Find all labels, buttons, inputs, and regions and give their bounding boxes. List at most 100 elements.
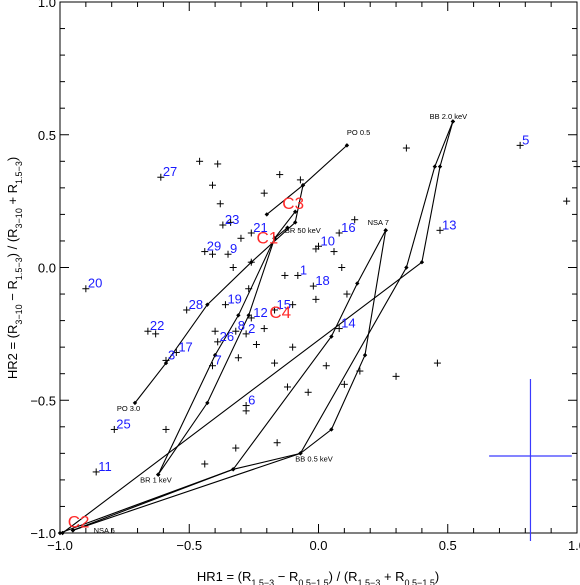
source-marker-13 xyxy=(436,226,444,234)
model-node xyxy=(212,352,218,358)
model-label-po-0-5: PO 0.5 xyxy=(347,128,370,137)
source-marker xyxy=(289,343,297,351)
source-marker xyxy=(433,359,441,367)
model-node xyxy=(432,164,438,169)
model-node xyxy=(246,313,251,318)
source-marker xyxy=(211,327,219,335)
source-marker-25 xyxy=(110,425,118,433)
source-marker xyxy=(283,383,291,391)
source-marker-3 xyxy=(162,356,170,364)
source-marker-28 xyxy=(183,306,191,314)
source-marker-8 xyxy=(232,327,240,335)
source-label-21: 21 xyxy=(253,220,267,235)
source-marker xyxy=(392,372,400,380)
source-marker xyxy=(304,388,312,396)
x-tick-label: −0.5 xyxy=(176,538,202,553)
source-label-2: 2 xyxy=(248,321,255,336)
model-node xyxy=(293,220,298,225)
y-tick-label: 1.0 xyxy=(38,0,56,10)
source-marker-16 xyxy=(335,229,343,237)
model-node xyxy=(236,313,241,318)
source-marker-17 xyxy=(172,348,180,356)
x-axis-label: HR1 = (R1.5−3 − R0.5−1.5) / (R1.5−3 + R0… xyxy=(197,569,439,585)
source-label-29: 29 xyxy=(207,239,221,254)
source-marker-23 xyxy=(219,221,227,229)
source-marker xyxy=(573,163,580,171)
y-axis-label: HR2 = (R3−10 − R1.5−3) / (R3−10 + R1.5−3… xyxy=(5,157,24,379)
model-node xyxy=(383,228,388,233)
source-marker-29 xyxy=(201,248,209,256)
source-marker-5 xyxy=(516,141,524,149)
model-node xyxy=(205,302,210,307)
x-tick-label: 0.5 xyxy=(439,538,457,553)
x-tick-label: −1.0 xyxy=(47,538,73,553)
model-line-po-0-5 xyxy=(266,144,348,215)
model-node xyxy=(355,281,360,286)
source-label-8: 8 xyxy=(238,318,245,333)
source-label-11: 11 xyxy=(98,459,112,474)
source-marker-7 xyxy=(209,362,217,370)
source-marker xyxy=(563,197,571,205)
source-marker-10 xyxy=(315,242,322,250)
model-label-br-1-kev: BR 1 keV xyxy=(140,476,172,485)
source-label-7: 7 xyxy=(215,353,222,368)
model-node xyxy=(156,472,161,477)
source-marker-14 xyxy=(335,325,343,333)
source-marker xyxy=(351,216,359,224)
source-marker-21 xyxy=(247,229,255,237)
source-marker xyxy=(322,362,330,370)
model-node xyxy=(132,400,138,406)
source-label-12: 12 xyxy=(253,305,267,320)
source-marker xyxy=(281,271,289,279)
model-label-po-3-0: PO 3.0 xyxy=(117,404,140,413)
source-label-28: 28 xyxy=(189,297,203,312)
source-marker xyxy=(402,144,410,152)
model-node xyxy=(70,528,76,533)
source-label-23: 23 xyxy=(225,212,239,227)
source-label-14: 14 xyxy=(341,316,355,331)
source-marker xyxy=(201,460,209,468)
model-node xyxy=(272,236,277,241)
model-label-nsa-6: NSA 6 xyxy=(94,526,115,535)
y-tick-label: −0.5 xyxy=(30,393,56,408)
source-label-15: 15 xyxy=(277,297,291,312)
source-marker xyxy=(237,234,245,242)
y-tick-label: −1.0 xyxy=(30,526,56,541)
model-node xyxy=(362,352,368,358)
source-marker xyxy=(260,189,268,197)
source-label-25: 25 xyxy=(116,416,130,431)
source-marker-26 xyxy=(214,338,222,346)
source-marker xyxy=(245,285,253,293)
source-marker xyxy=(162,425,170,433)
y-tick-label: 0.0 xyxy=(38,261,56,276)
source-marker xyxy=(247,258,255,266)
source-marker-9 xyxy=(224,250,232,258)
source-marker xyxy=(343,290,351,298)
source-marker xyxy=(229,264,237,271)
model-node xyxy=(205,400,210,406)
source-marker-22 xyxy=(144,327,152,335)
model-line-bb-0-5-kev xyxy=(59,230,387,534)
source-label-19: 19 xyxy=(227,292,241,307)
model-line-nsa-6 xyxy=(72,121,454,531)
source-marker xyxy=(252,340,260,348)
source-label-17: 17 xyxy=(178,339,192,354)
x-tick-label: 1.0 xyxy=(568,538,580,553)
model-label-bb-2-0-kev: BB 2.0 keV xyxy=(430,112,468,121)
source-marker xyxy=(340,380,348,388)
unlabeled-sources xyxy=(152,144,580,468)
source-marker-15 xyxy=(271,306,279,314)
model-node xyxy=(329,427,334,432)
source-marker xyxy=(232,444,240,452)
model-node xyxy=(230,467,236,472)
source-marker xyxy=(296,176,304,184)
model-node xyxy=(300,182,306,188)
source-marker xyxy=(209,250,217,258)
source-marker xyxy=(234,354,242,362)
source-marker-2 xyxy=(242,330,250,338)
source-marker xyxy=(338,264,346,271)
source-marker xyxy=(209,181,217,189)
source-label-9: 9 xyxy=(230,241,237,256)
